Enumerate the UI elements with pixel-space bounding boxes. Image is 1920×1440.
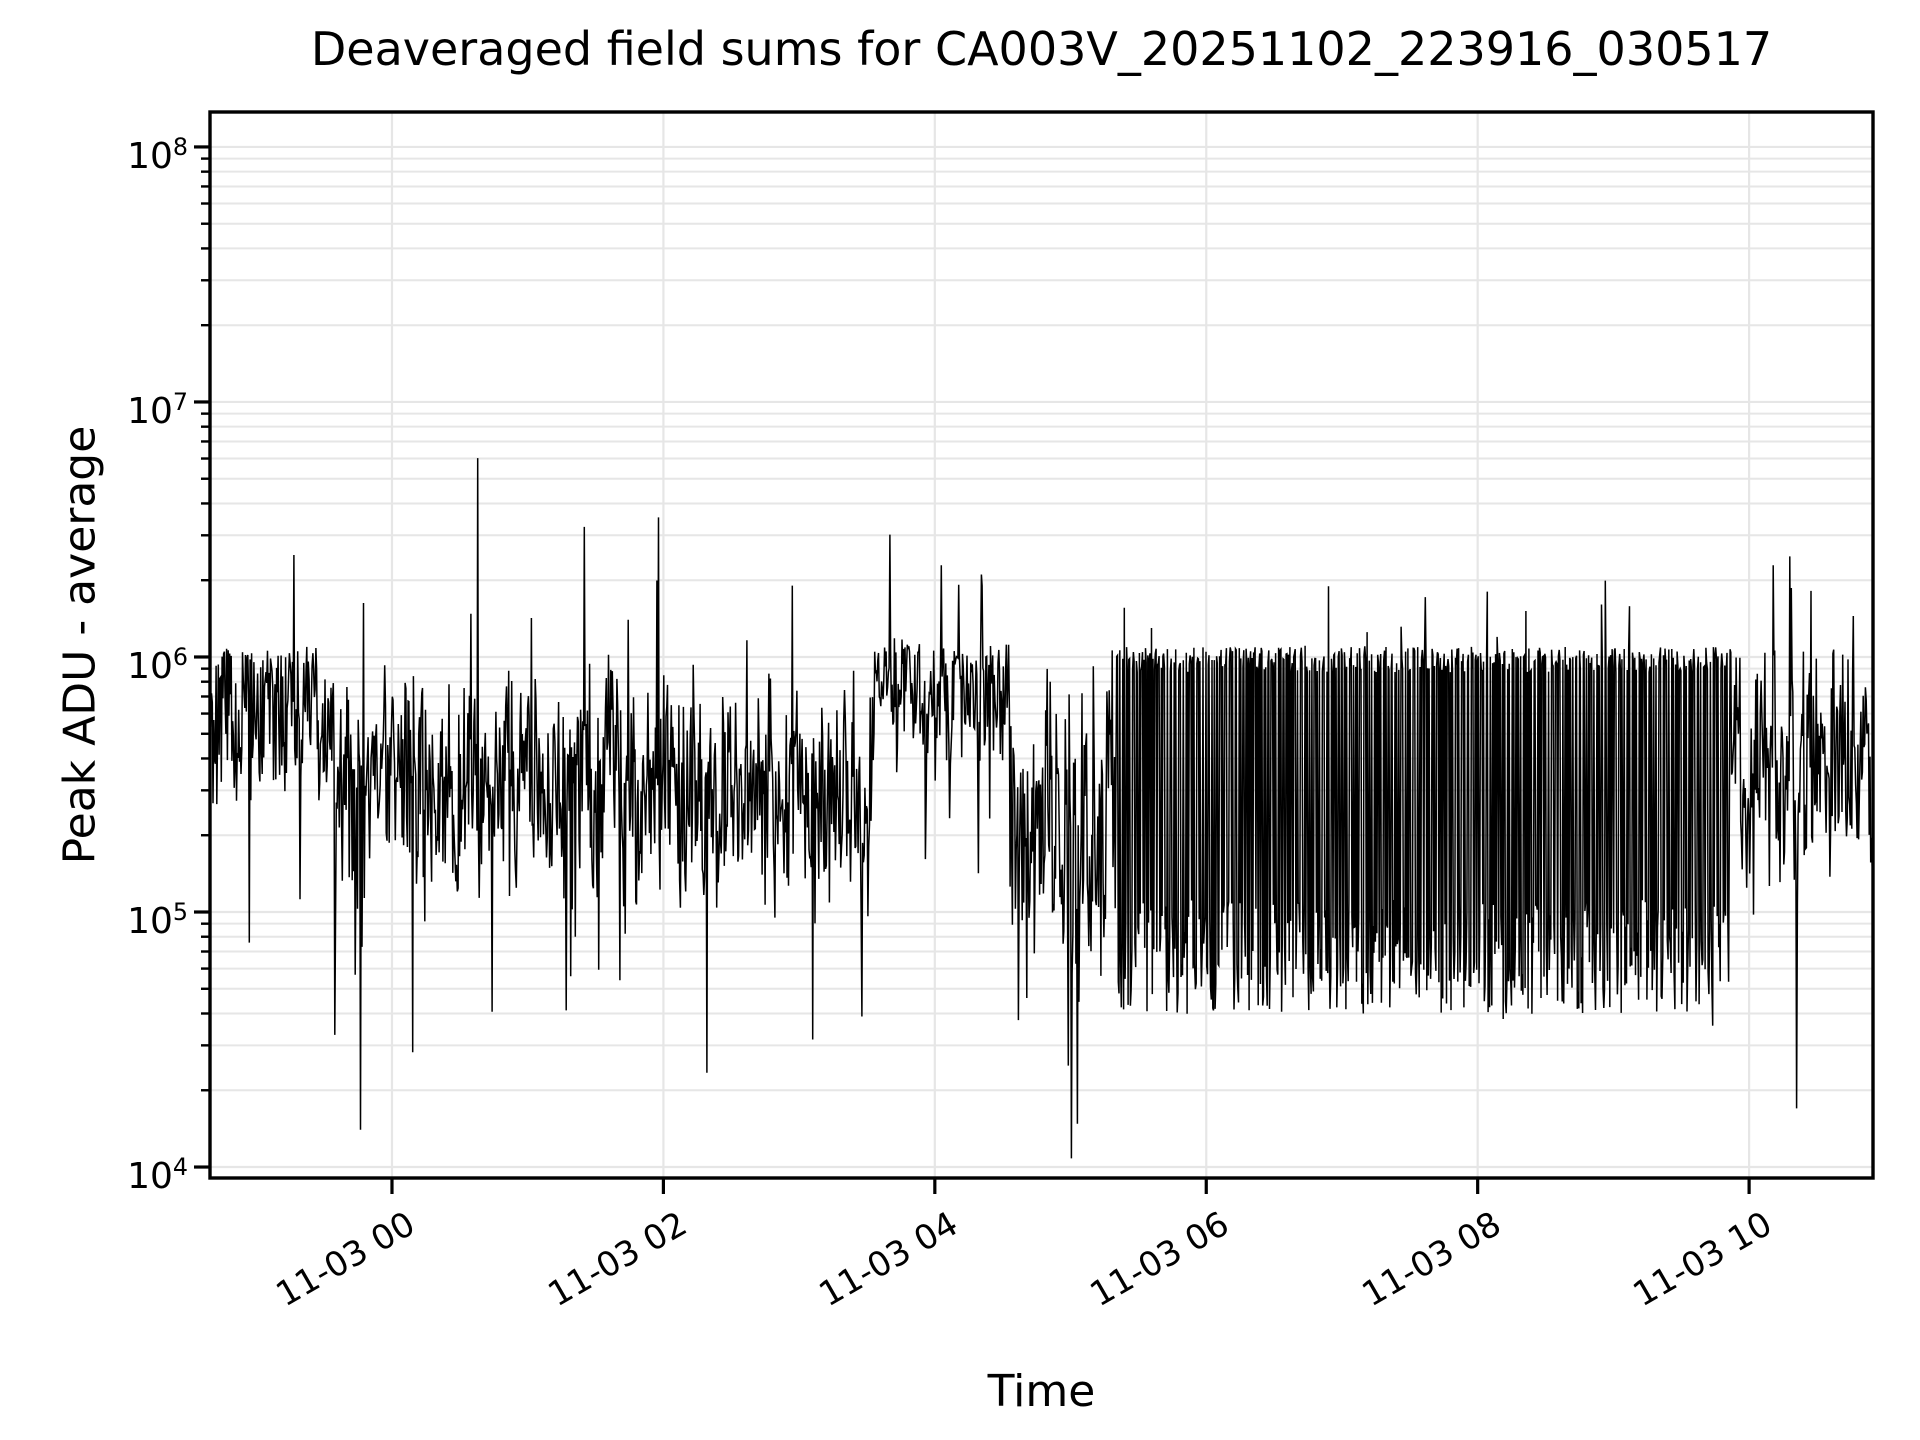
- series-line: [210, 458, 1873, 1159]
- x-axis-label: Time: [987, 1366, 1096, 1417]
- y-tick-label: 105: [127, 898, 188, 942]
- grid-lines: [210, 112, 1873, 1178]
- axes-spines: [208, 110, 1875, 1180]
- axis-ticks: [194, 145, 1751, 1194]
- y-tick-label: 108: [127, 132, 188, 177]
- y-tick-label: 106: [127, 642, 188, 687]
- data-series: [210, 458, 1873, 1159]
- chart-title: Deaveraged field sums for CA003V_2025110…: [310, 22, 1773, 76]
- y-tick-label: 107: [127, 387, 188, 432]
- y-tick-label: 104: [127, 1153, 188, 1198]
